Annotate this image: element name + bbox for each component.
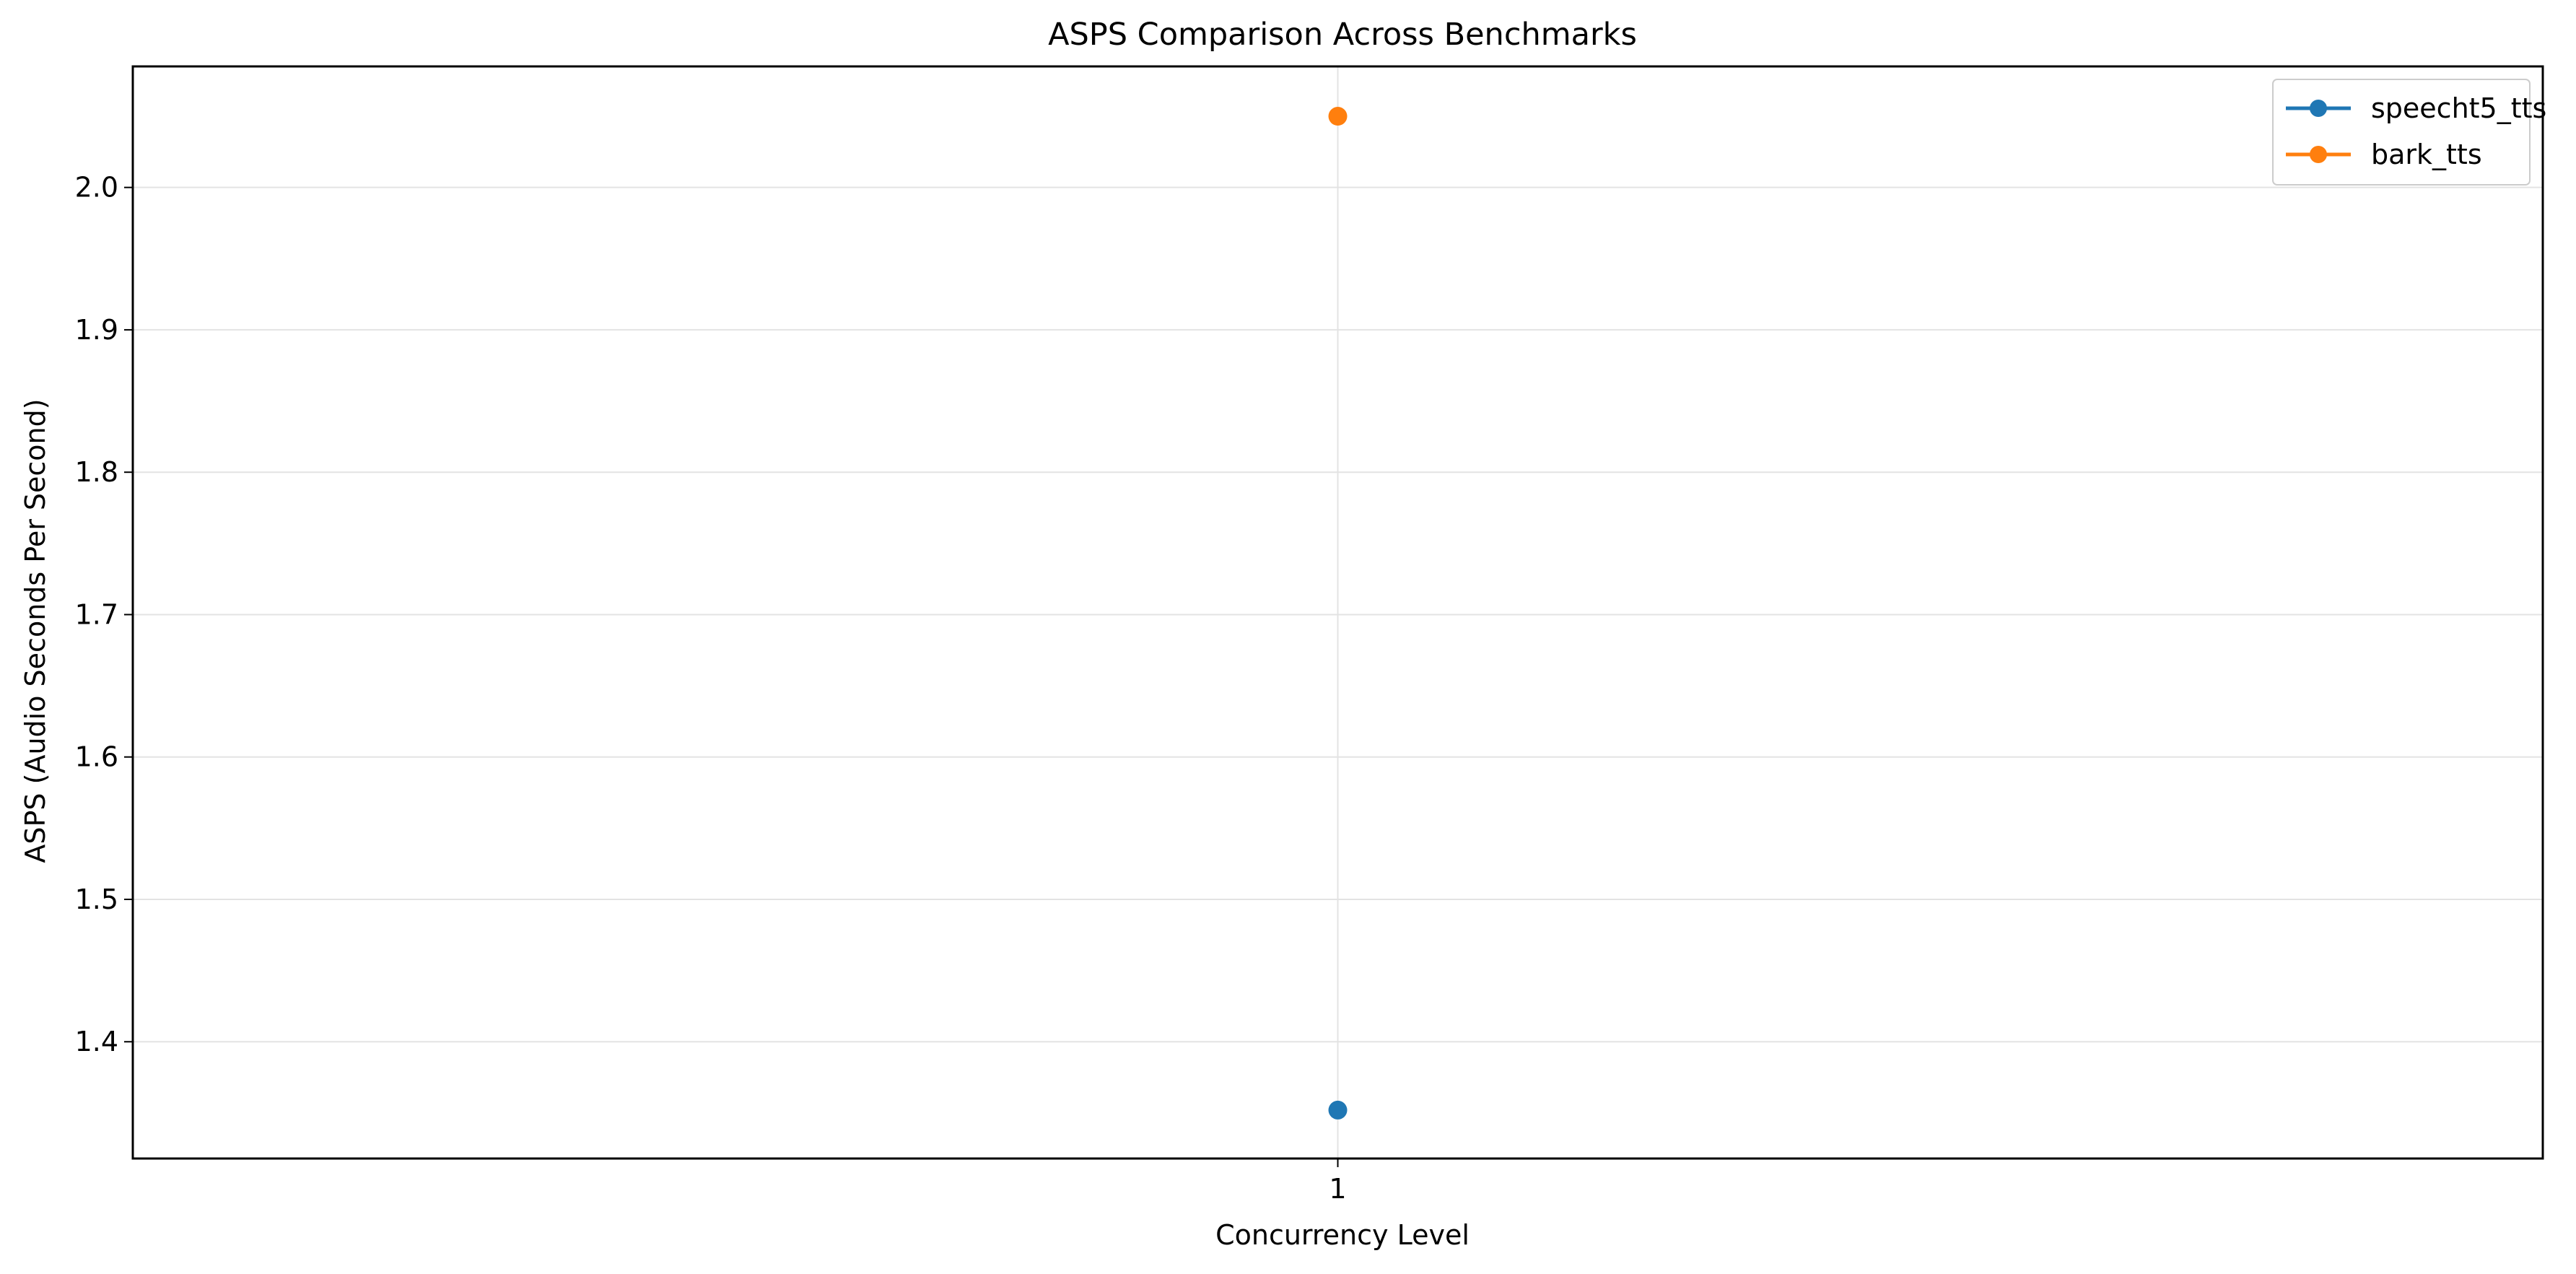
data-point-bark_tts bbox=[1328, 107, 1348, 126]
data-point-speecht5_tts bbox=[1328, 1100, 1348, 1120]
legend-swatch-marker bbox=[2310, 100, 2327, 117]
data-marks bbox=[1328, 107, 1348, 1120]
y-tick-label: 1.9 bbox=[75, 314, 118, 346]
legend-label: bark_tts bbox=[2371, 139, 2482, 170]
y-tick-label: 1.6 bbox=[75, 741, 118, 773]
x-tick-label: 1 bbox=[1329, 1173, 1346, 1205]
legend-swatch-marker bbox=[2310, 146, 2327, 163]
chart-title: ASPS Comparison Across Benchmarks bbox=[1048, 17, 1637, 53]
y-axis-label: ASPS (Audio Seconds Per Second) bbox=[19, 398, 51, 863]
y-tick-label: 2.0 bbox=[75, 172, 118, 204]
x-axis-label: Concurrency Level bbox=[1215, 1219, 1470, 1251]
grid bbox=[133, 66, 2543, 1159]
y-tick-label: 1.7 bbox=[75, 598, 118, 630]
plot-frame bbox=[131, 65, 2544, 1160]
y-tick-label: 1.4 bbox=[75, 1026, 118, 1057]
axes: 1.4 1.5 1.6 1.7 1.8 1.9 2.0 1 bbox=[75, 172, 1347, 1205]
y-tick-label: 1.8 bbox=[75, 456, 118, 488]
y-tick-label: 1.5 bbox=[75, 883, 118, 915]
legend-label: speecht5_tts bbox=[2371, 92, 2546, 124]
legend-box bbox=[2272, 79, 2531, 186]
legend: speecht5_tts bark_tts bbox=[2272, 79, 2546, 186]
